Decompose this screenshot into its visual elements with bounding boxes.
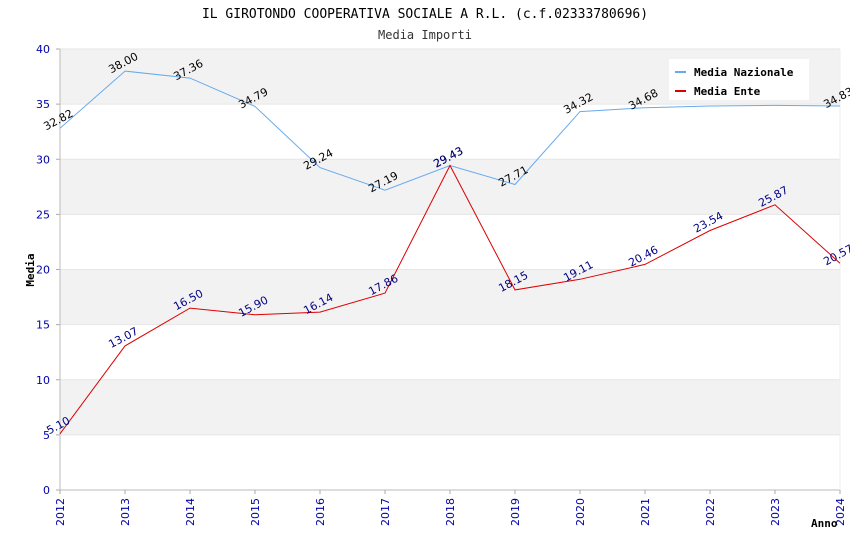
x-tick-label: 2021 [639,498,652,526]
y-tick-label: 40 [36,43,50,56]
y-axis-title: Media [24,253,37,286]
grid-band [60,434,840,490]
axes: 0 5 10 15 20 25 30 35 40 2012 2013 2014 2015 2016 2017… [36,43,847,526]
x-tick-label: 2014 [184,498,197,526]
y-tick-label: 35 [36,98,50,111]
chart-title: IL GIROTONDO COOPERATIVA SOCIALE A R.L. … [202,7,648,22]
legend: Media Nazionale Media Ente [669,59,809,100]
y-tick-label: 10 [36,374,50,387]
y-tick-label: 25 [36,208,50,221]
y-tick-label: 15 [36,319,50,332]
y-tick-label: 30 [36,153,50,166]
x-tick-label: 2024 [834,498,847,526]
y-tick-label: 0 [43,484,50,497]
grid-band [60,214,840,270]
grid-band [60,324,840,380]
legend-label: Media Ente [694,85,761,98]
grid-band [60,379,840,435]
x-tick-label: 2023 [769,498,782,526]
legend-label: Media Nazionale [694,66,794,79]
grid-bands [60,49,840,490]
x-tick-label: 2018 [444,498,457,526]
x-tick-label: 2015 [249,498,262,526]
chart-subtitle: Media Importi [378,28,472,42]
x-tick-label: 2013 [119,498,132,526]
x-tick-label: 2020 [574,498,587,526]
x-tick-label: 2012 [54,498,67,526]
x-tick-label: 2019 [509,498,522,526]
y-tick-label: 20 [36,264,50,277]
x-tick-label: 2017 [379,498,392,526]
x-tick-label: 2016 [314,498,327,526]
x-tick-label: 2022 [704,498,717,526]
grid-band [60,159,840,215]
y-tick-label: 5 [43,429,50,442]
x-axis-title: Anno [811,517,838,530]
series-lines [59,70,841,435]
legend-box [669,59,809,100]
grid-band [60,104,840,160]
grid-band [60,269,840,325]
series-line-media-ente [59,164,841,435]
